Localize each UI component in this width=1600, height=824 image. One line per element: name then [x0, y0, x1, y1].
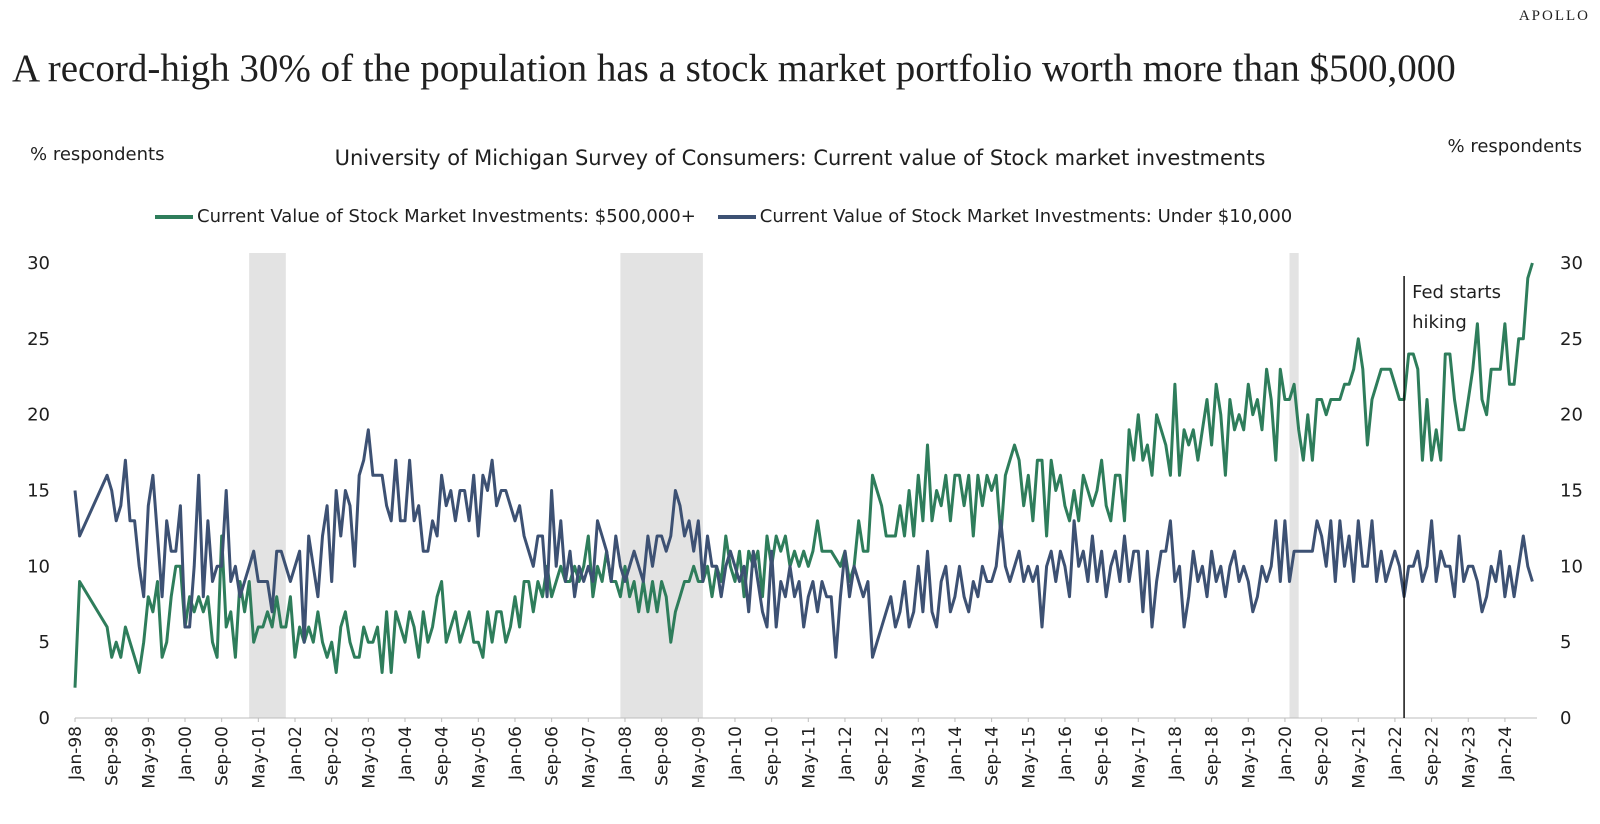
- legend-label-500k: Current Value of Stock Market Investment…: [197, 206, 696, 227]
- y-tick-right-10: 10: [1560, 556, 1583, 577]
- x-tick-Sep-06: Sep-06: [543, 726, 563, 786]
- y-tick-right-25: 25: [1560, 329, 1583, 350]
- headline: A record-high 30% of the population has …: [12, 47, 1456, 90]
- annotation-text-fed-hiking-1: hiking: [1412, 312, 1467, 333]
- recession-band-2: [1289, 253, 1299, 718]
- x-tick-Sep-04: Sep-04: [433, 726, 453, 786]
- y-tick-right-30: 30: [1560, 253, 1583, 274]
- recession-band-0: [249, 253, 286, 718]
- x-tick-Sep-12: Sep-12: [873, 726, 893, 786]
- x-tick-May-13: May-13: [909, 726, 929, 789]
- x-tick-Jan-06: Jan-06: [506, 726, 526, 781]
- y-tick-left-20: 20: [27, 405, 50, 426]
- series-line-500k-plus: [73, 262, 1534, 688]
- annotation-text-fed-hiking-0: Fed starts: [1412, 282, 1501, 303]
- x-tick-Jan-18: Jan-18: [1166, 726, 1186, 781]
- x-tick-Jan-14: Jan-14: [946, 726, 966, 781]
- legend-swatch-navy: [717, 214, 756, 219]
- x-tick-May-15: May-15: [1019, 726, 1039, 789]
- y-tick-right-15: 15: [1560, 481, 1583, 502]
- x-tick-Jan-22: Jan-22: [1386, 726, 1406, 781]
- chart-title: University of Michigan Survey of Consume…: [334, 146, 1266, 170]
- recession-band-1: [620, 253, 703, 718]
- x-tick-Sep-10: Sep-10: [763, 726, 783, 786]
- x-tick-Sep-00: Sep-00: [213, 726, 233, 786]
- x-tick-Sep-22: Sep-22: [1423, 726, 1443, 786]
- series-line-under-10k: [73, 428, 1534, 659]
- chart-legend: Current Value of Stock Market Investment…: [155, 206, 1314, 227]
- y-tick-right-5: 5: [1560, 632, 1571, 653]
- brand-logo: APOLLO: [1518, 8, 1590, 24]
- x-tick-May-11: May-11: [799, 726, 819, 789]
- x-tick-May-01: May-01: [249, 726, 269, 789]
- y-tick-left-30: 30: [27, 253, 50, 274]
- x-tick-Sep-18: Sep-18: [1203, 726, 1223, 786]
- y-tick-left-15: 15: [27, 481, 50, 502]
- y-axis-label-right: % respondents: [1447, 136, 1582, 157]
- x-tick-Jan-20: Jan-20: [1276, 726, 1296, 781]
- x-tick-May-07: May-07: [579, 726, 599, 789]
- y-tick-left-5: 5: [39, 632, 50, 653]
- legend-item-500k: Current Value of Stock Market Investment…: [155, 206, 696, 227]
- legend-item-under-10k: Current Value of Stock Market Investment…: [717, 206, 1293, 227]
- x-tick-Jan-12: Jan-12: [836, 726, 856, 781]
- x-tick-Jan-02: Jan-02: [286, 726, 306, 781]
- x-tick-May-21: May-21: [1349, 726, 1369, 789]
- legend-swatch-green: [155, 214, 193, 219]
- x-tick-Sep-14: Sep-14: [983, 726, 1003, 786]
- x-tick-May-17: May-17: [1129, 726, 1149, 789]
- x-tick-Jan-00: Jan-00: [176, 726, 196, 781]
- x-tick-Jan-08: Jan-08: [616, 726, 636, 781]
- x-tick-Sep-20: Sep-20: [1313, 726, 1333, 786]
- y-tick-left-10: 10: [27, 556, 50, 577]
- y-axis-label-left: % respondents: [30, 144, 165, 165]
- x-tick-Jan-16: Jan-16: [1056, 726, 1076, 781]
- x-tick-Jan-98: Jan-98: [66, 726, 86, 781]
- x-tick-May-99: May-99: [139, 726, 159, 789]
- x-tick-Jan-24: Jan-24: [1496, 726, 1516, 781]
- x-tick-Sep-16: Sep-16: [1093, 726, 1113, 786]
- x-tick-May-23: May-23: [1459, 726, 1479, 789]
- y-tick-left-0: 0: [39, 708, 50, 729]
- x-tick-Sep-98: Sep-98: [103, 726, 123, 786]
- y-tick-right-20: 20: [1560, 405, 1583, 426]
- x-tick-May-09: May-09: [689, 726, 709, 789]
- x-tick-Jan-04: Jan-04: [396, 726, 416, 781]
- x-tick-May-05: May-05: [469, 726, 489, 789]
- x-tick-Jan-10: Jan-10: [726, 726, 746, 781]
- legend-label-under-10k: Current Value of Stock Market Investment…: [759, 206, 1293, 227]
- x-tick-May-19: May-19: [1239, 726, 1259, 789]
- y-tick-right-0: 0: [1560, 708, 1571, 729]
- x-tick-May-03: May-03: [359, 726, 379, 789]
- x-tick-Sep-02: Sep-02: [323, 726, 343, 786]
- y-tick-left-25: 25: [27, 329, 50, 350]
- x-tick-Sep-08: Sep-08: [653, 726, 673, 786]
